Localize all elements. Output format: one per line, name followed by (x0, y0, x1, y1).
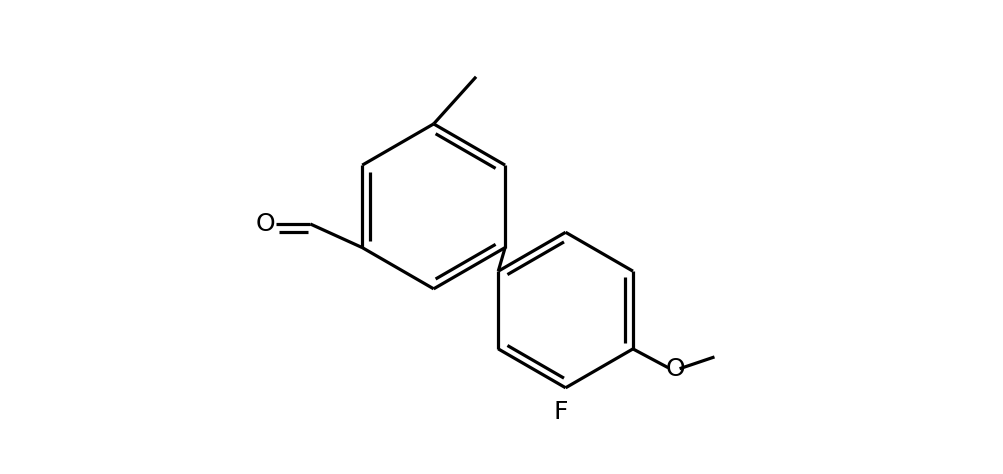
Text: O: O (255, 212, 275, 236)
Text: O: O (665, 357, 685, 381)
Text: F: F (553, 401, 568, 424)
